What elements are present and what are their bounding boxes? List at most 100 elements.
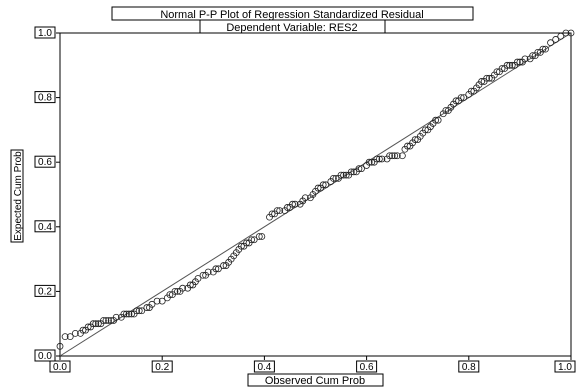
data-point [89, 320, 97, 328]
y-tick-label-box [34, 284, 56, 297]
data-point [358, 165, 365, 173]
data-point [135, 307, 143, 315]
data-point [258, 233, 266, 240]
data-point [291, 200, 299, 208]
x-tick-label: 1.0 [558, 362, 572, 373]
x-tick-label: 0.8 [462, 362, 476, 373]
data-point [301, 194, 309, 202]
data-point [542, 45, 549, 53]
y-tick-label-box [34, 155, 56, 168]
data-point [398, 152, 406, 160]
x-tick-label-box [49, 360, 71, 373]
y-tick-label-box [34, 220, 56, 233]
data-point [483, 74, 491, 82]
data-point [493, 68, 501, 76]
data-point [92, 320, 100, 328]
data-point [432, 116, 439, 124]
data-point [478, 78, 485, 85]
y-tick-label-box [34, 26, 56, 39]
data-point [199, 271, 207, 279]
data-point [350, 168, 358, 176]
data-point [516, 58, 524, 66]
y-tick-label: 0.6 [38, 157, 52, 168]
data-point [204, 268, 212, 276]
plot-frame [59, 32, 572, 357]
data-point [386, 152, 393, 160]
data-point [171, 287, 179, 295]
data-point [342, 171, 350, 179]
data-point [391, 152, 399, 160]
data-point [329, 174, 337, 182]
data-point [238, 242, 245, 250]
data-point [194, 275, 202, 282]
data-point [250, 236, 258, 244]
data-point [365, 158, 373, 166]
data-point [248, 236, 256, 244]
data-point [56, 342, 64, 350]
data-point [125, 310, 133, 318]
data-point [107, 317, 115, 324]
x-tick-label: 0.0 [53, 362, 67, 373]
data-point [457, 94, 465, 101]
data-point [355, 165, 363, 173]
x-tick-label-box [253, 360, 275, 373]
data-point [442, 107, 450, 114]
data-point [243, 239, 250, 247]
data-point [255, 233, 263, 240]
data-point [332, 174, 340, 182]
data-point [508, 61, 516, 69]
data-point [128, 310, 135, 318]
data-point [79, 326, 87, 334]
chart-subtitle: Dependent Variable: RES2 [226, 22, 357, 34]
data-point [105, 317, 112, 324]
data-point [84, 323, 92, 331]
y-tick-label: 1.0 [38, 28, 52, 39]
data-point [138, 307, 146, 315]
data-point [452, 97, 460, 105]
data-point [393, 152, 401, 160]
data-point [179, 284, 187, 292]
y-axis: 0.0 0.2 0.4 0.6 0.8 1.0 [34, 26, 60, 362]
data-point [521, 55, 529, 63]
data-point [467, 87, 475, 95]
y-tick-label: 0.8 [38, 93, 52, 104]
data-point [411, 136, 419, 143]
data-point [314, 184, 322, 192]
data-point [375, 155, 383, 163]
x-axis: 0.0 0.2 0.4 0.6 0.8 1.0 [49, 356, 576, 373]
data-point [319, 181, 327, 189]
y-tick-label: 0.2 [38, 286, 52, 297]
data-point [123, 310, 130, 318]
y-axis-label: Expected Cum Prob [13, 151, 24, 241]
data-point [368, 158, 376, 166]
data-point [273, 207, 281, 215]
data-point [460, 94, 468, 101]
data-point [552, 36, 560, 43]
y-tick-label-box [34, 91, 56, 104]
data-point [66, 333, 74, 341]
data-point [373, 155, 381, 163]
data-point [404, 142, 411, 150]
title-group: Normal P-P Plot of Regression Standardiz… [111, 6, 474, 34]
data-point [94, 320, 102, 328]
x-tick-label: 0.4 [257, 362, 271, 373]
data-point [485, 74, 493, 82]
x-tick-label: 0.6 [360, 362, 374, 373]
data-point [166, 291, 174, 299]
data-point [498, 65, 506, 72]
data-point [102, 317, 110, 324]
x-tick-label-box [151, 360, 173, 373]
x-tick-label-box [356, 360, 378, 373]
data-point [340, 171, 348, 179]
x-axis-label-box [247, 373, 384, 387]
data-point [112, 313, 120, 321]
data-point [567, 29, 575, 37]
y-tick-label-box [34, 349, 56, 362]
data-point [378, 155, 386, 163]
data-point [133, 307, 141, 315]
data-point [276, 207, 284, 215]
data-point [153, 297, 161, 305]
data-point [503, 61, 511, 69]
